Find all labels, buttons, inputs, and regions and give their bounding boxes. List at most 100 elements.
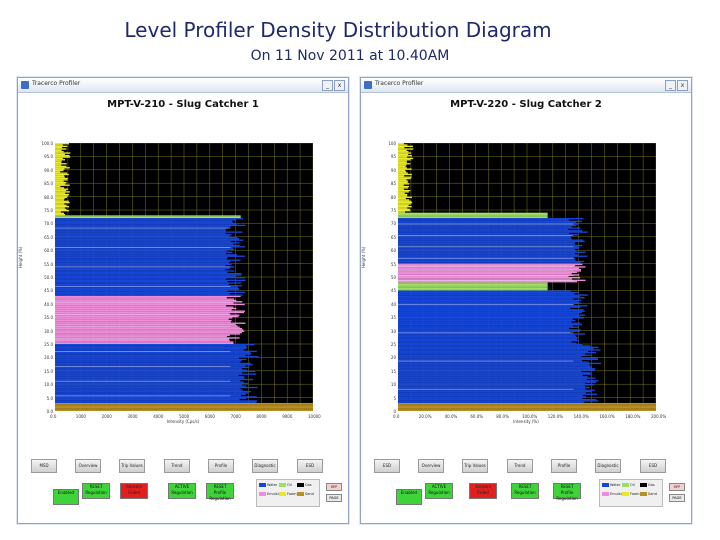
window-titlebar[interactable]: Tracerco Profiler _ x xyxy=(18,78,348,93)
close-button[interactable]: x xyxy=(334,80,345,91)
layer-bar-water xyxy=(398,361,589,363)
layer-bar-water xyxy=(398,329,581,331)
layer-bar-emulsion xyxy=(55,342,234,344)
layer-bar-water xyxy=(55,270,235,272)
layer-bar-water xyxy=(398,294,588,296)
y-tick-label: 55.0 xyxy=(44,261,53,267)
nav-button-overview[interactable]: Overview xyxy=(75,459,101,473)
y-tick-label: 65 xyxy=(390,234,396,240)
y-tick-label: 35 xyxy=(390,315,396,321)
layer-bar-water xyxy=(55,263,232,265)
layer-bar-water xyxy=(55,357,240,359)
layer-separator xyxy=(398,235,574,236)
layer-bar-water xyxy=(398,345,591,347)
layer-bar-water xyxy=(398,251,586,253)
nav-button-trend[interactable]: Trend xyxy=(507,459,533,473)
layer-bar-water xyxy=(55,275,236,277)
layer-bar-foam xyxy=(55,156,71,158)
layer-bar-foam xyxy=(55,192,66,194)
x-tick-label: 0.0 xyxy=(393,414,400,419)
layer-bar-water xyxy=(398,305,588,307)
layer-bar-water xyxy=(398,317,585,319)
layer-bar-foam xyxy=(55,175,65,177)
layer-bar-emulsion xyxy=(398,272,572,275)
layer-bar-emulsion xyxy=(398,275,569,277)
nav-button-trip-values[interactable]: Trip Values xyxy=(119,459,145,473)
layer-bar-water xyxy=(398,370,582,373)
layer-bar-water xyxy=(55,398,240,401)
layer-bar-water xyxy=(55,260,231,263)
nav-button-esd[interactable]: ESD xyxy=(297,459,323,473)
layer-bar-water xyxy=(55,230,226,232)
layer-bar-water xyxy=(55,251,233,253)
layer-bar-foam xyxy=(55,179,68,181)
nav-button-diagnostic[interactable]: Diagnostic xyxy=(252,459,278,473)
nav-button-trip-values[interactable]: Trip Values xyxy=(462,459,488,473)
layer-separator xyxy=(55,266,231,268)
layer-bar-water xyxy=(398,349,601,351)
layer-bar-water xyxy=(55,373,257,375)
layer-bar-water xyxy=(55,369,247,371)
nav-button-diagnostic[interactable]: Diagnostic xyxy=(595,459,621,473)
layer-bar-foam xyxy=(398,192,405,194)
nav-button-profile[interactable]: Profile xyxy=(208,459,234,473)
off-button[interactable]: OFF xyxy=(669,483,685,491)
nav-button-esd-left[interactable]: ESD xyxy=(374,459,400,473)
x-tick-label: 40.0% xyxy=(444,414,458,419)
layer-bar-foam xyxy=(398,180,409,182)
off-button[interactable]: OFF xyxy=(326,483,342,491)
nav-button-msd[interactable]: MSD xyxy=(31,459,57,473)
layer-bar-water xyxy=(55,287,239,290)
layer-bar-water xyxy=(398,236,571,239)
layer-bar-water xyxy=(398,290,571,292)
nav-button-profile[interactable]: Profile xyxy=(551,459,577,473)
close-button[interactable]: x xyxy=(677,80,688,91)
layer-bar-water xyxy=(55,291,246,294)
layer-bar-oil xyxy=(398,286,548,288)
nav-button-overview[interactable]: Overview xyxy=(418,459,444,473)
y-tick-label: 40 xyxy=(390,301,396,307)
layer-bar-water xyxy=(398,301,578,303)
layer-bar-water xyxy=(55,389,243,391)
x-tick-label: 4000 xyxy=(153,414,164,419)
layer-bar-water xyxy=(55,360,242,362)
layer-bar-foam xyxy=(55,161,62,164)
layer-bar-water xyxy=(55,349,244,351)
layer-bar-water xyxy=(398,295,580,298)
layer-bar-water xyxy=(55,277,246,279)
layer-bar-water xyxy=(398,358,598,361)
sand-swatch-icon xyxy=(297,492,304,496)
layer-bar-water xyxy=(55,231,243,233)
y-tick-label: 5.0 xyxy=(46,395,53,401)
layer-bar-water xyxy=(55,378,254,381)
layer-bar-sand xyxy=(398,406,656,409)
window-title: Tracerco Profiler xyxy=(375,80,424,87)
layer-bar-water xyxy=(55,240,232,243)
density-svg xyxy=(55,143,313,411)
window-titlebar[interactable]: Tracerco Profiler _ x xyxy=(361,78,691,93)
layer-bar-water xyxy=(398,243,576,245)
layer-bar-water xyxy=(398,373,593,375)
minimize-button[interactable]: _ xyxy=(322,80,333,91)
layer-bar-water xyxy=(55,228,226,231)
layer-bar-emulsion xyxy=(55,306,234,308)
layer-bar-foam xyxy=(55,163,67,165)
x-tick-label: 100.0% xyxy=(522,414,538,419)
layer-bar-water xyxy=(55,390,252,393)
layer-bar-foam xyxy=(398,208,410,210)
layer-bar-water xyxy=(55,358,247,361)
layer-bar-emulsion xyxy=(55,323,236,326)
minimize-button[interactable]: _ xyxy=(665,80,676,91)
y-tick-label: 95.0 xyxy=(44,154,53,160)
x-axis-label: Intensity (%) xyxy=(513,419,539,424)
nav-button-esd[interactable]: ESD xyxy=(640,459,666,473)
layer-bar-water xyxy=(398,311,582,314)
page-button[interactable]: PAGE xyxy=(669,494,685,502)
layer-bar-foam xyxy=(55,203,65,205)
layer-bar-sand xyxy=(398,402,656,405)
nav-button-trend[interactable]: Trend xyxy=(164,459,190,473)
layer-bar-water xyxy=(398,314,586,316)
y-tick-label: 25.0 xyxy=(44,342,53,347)
x-tick-label: 5000 xyxy=(179,414,190,419)
page-button[interactable]: PAGE xyxy=(326,494,342,502)
